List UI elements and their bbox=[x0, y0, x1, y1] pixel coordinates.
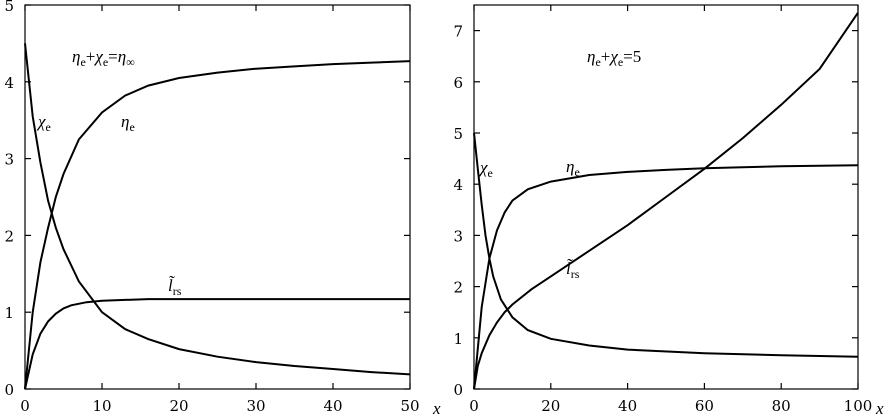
right-x-axis-label: x bbox=[875, 399, 884, 417]
left-x-tick-label: 10 bbox=[92, 397, 111, 415]
right-y-tick-label: 5 bbox=[453, 125, 463, 143]
right-x-tick-label: 40 bbox=[618, 397, 637, 415]
right-y-tick-label: 0 bbox=[453, 381, 463, 399]
left-chi-label: χe bbox=[36, 112, 51, 134]
left-y-tick-label: 2 bbox=[4, 227, 14, 245]
right-y-tick-label: 7 bbox=[453, 23, 463, 41]
right-ticks: 0 20 40 60 80 100 0 1 2 3 4 5 6 7 bbox=[453, 5, 872, 415]
right-y-tick-label: 1 bbox=[453, 330, 463, 348]
left-x-tick-label: 50 bbox=[400, 397, 419, 415]
right-eta-label: ηe bbox=[566, 157, 580, 179]
left-curves bbox=[24, 43, 411, 390]
left-y-tick-label: 3 bbox=[4, 151, 14, 169]
left-x-tick-label: 20 bbox=[169, 397, 188, 415]
left-y-tick-label: 4 bbox=[4, 74, 14, 92]
left-x-tick-label: 0 bbox=[20, 397, 30, 415]
left-plot-frame bbox=[24, 4, 411, 390]
right-plot-frame bbox=[473, 4, 859, 390]
left-y-tick-label: 1 bbox=[4, 304, 14, 322]
left-curve-eta-e bbox=[24, 60, 411, 390]
right-y-tick-label: 3 bbox=[453, 227, 463, 245]
left-x-tick-label: 40 bbox=[323, 397, 342, 415]
right-y-tick-label: 4 bbox=[453, 176, 463, 194]
left-curve-chi-e bbox=[24, 43, 411, 376]
right-curve-l-rs bbox=[473, 12, 859, 390]
right-curve-eta-e bbox=[473, 164, 859, 390]
right-annotation: ηe+χe=5 bbox=[587, 47, 641, 69]
left-curve-l-rs bbox=[24, 298, 410, 390]
left-x-tick-label: 30 bbox=[246, 397, 265, 415]
left-lrs-label: l̃rs bbox=[168, 276, 182, 298]
right-x-tick-label: 60 bbox=[695, 397, 714, 415]
right-x-tick-label: 20 bbox=[541, 397, 560, 415]
right-curves bbox=[473, 12, 859, 390]
right-curve-chi-e bbox=[473, 132, 859, 358]
right-x-tick-label: 80 bbox=[772, 397, 791, 415]
left-x-axis-label: x bbox=[432, 399, 441, 417]
right-y-tick-label: 2 bbox=[453, 279, 463, 297]
left-y-tick-label: 0 bbox=[4, 381, 14, 399]
left-eta-label: ηe bbox=[121, 112, 135, 134]
left-chart: 0 10 20 30 40 50 0 1 2 3 4 5 x ηe+χe=η∞ χe ηe l̃rs bbox=[4, 0, 441, 417]
right-x-tick-label: 100 bbox=[844, 397, 873, 415]
right-chi-label: χe bbox=[478, 158, 493, 180]
left-ticks: 0 10 20 30 40 50 0 1 2 3 4 5 bbox=[4, 0, 419, 415]
right-y-tick-label: 6 bbox=[453, 74, 463, 92]
right-lrs-label: l̃rs bbox=[566, 259, 580, 281]
right-x-tick-label: 0 bbox=[469, 397, 479, 415]
right-chart: 0 20 40 60 80 100 0 1 2 3 4 5 6 7 x ηe+χe=5 χe ηe l̃r… bbox=[453, 4, 884, 417]
left-annotation: ηe+χe=η∞ bbox=[72, 47, 135, 69]
left-y-tick-label: 5 bbox=[4, 0, 14, 15]
